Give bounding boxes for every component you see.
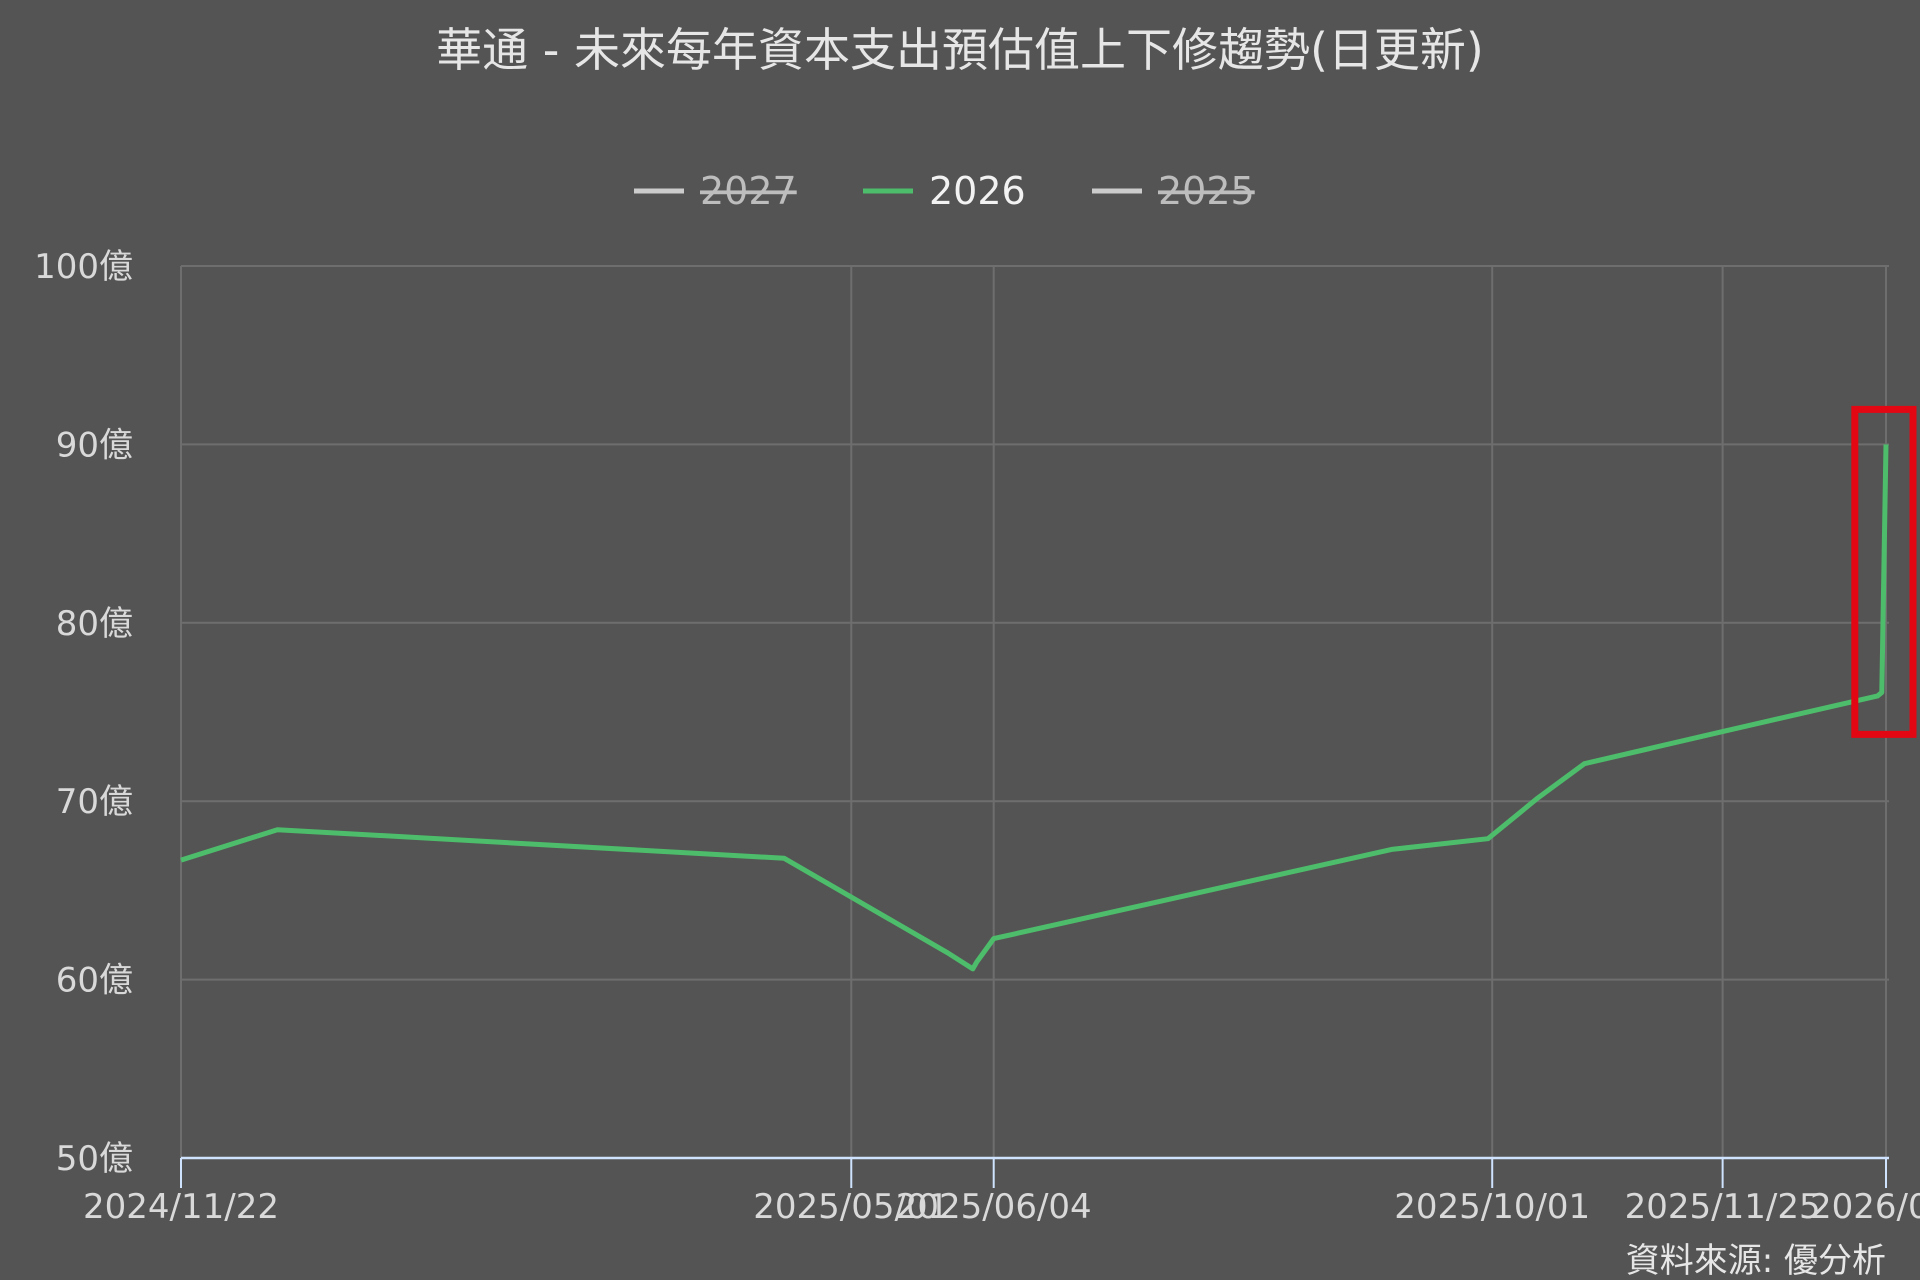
legend-label: 2026 [929,169,1026,213]
series-lines [180,444,1889,972]
y-tick-label: 50億 [56,1139,133,1179]
series-line-2026 [180,444,1889,972]
chart-title: 華通 - 未來每年資本支出預估值上下修趨勢(日更新) [436,23,1484,77]
x-tick-label: 2025/10/01 [1394,1187,1590,1227]
grid [180,265,1889,1158]
legend-item-2026[interactable]: 2026 [863,169,1026,213]
x-tick-label: 2026/0... [1810,1187,1920,1227]
y-tick-label: 80億 [56,604,133,644]
x-tick-label: 2025/06/04 [896,1187,1092,1227]
legend-label: 2027 [700,169,797,213]
legend-item-2027[interactable]: 2027 [634,169,797,213]
y-tick-label: 70億 [56,782,133,822]
legend-item-2025[interactable]: 2025 [1092,169,1255,213]
highlight-box [1851,405,1917,738]
y-axis: 50億 60億 70億 80億 90億 100億 [34,247,133,1179]
legend: 2027 2026 2025 [634,169,1255,213]
y-tick-label: 90億 [56,425,133,465]
y-tick-label: 100億 [34,247,133,287]
x-tick-label: 2025/11/25 [1625,1187,1821,1227]
annotations [1851,405,1917,738]
legend-label: 2025 [1158,169,1255,213]
x-tick-label: 2025/05/01 [753,1187,949,1227]
y-tick-label: 60億 [56,961,133,1001]
source-label: 資料來源: 優分析 [1626,1241,1886,1280]
x-tick-label: 2024/11/22 [83,1187,279,1227]
